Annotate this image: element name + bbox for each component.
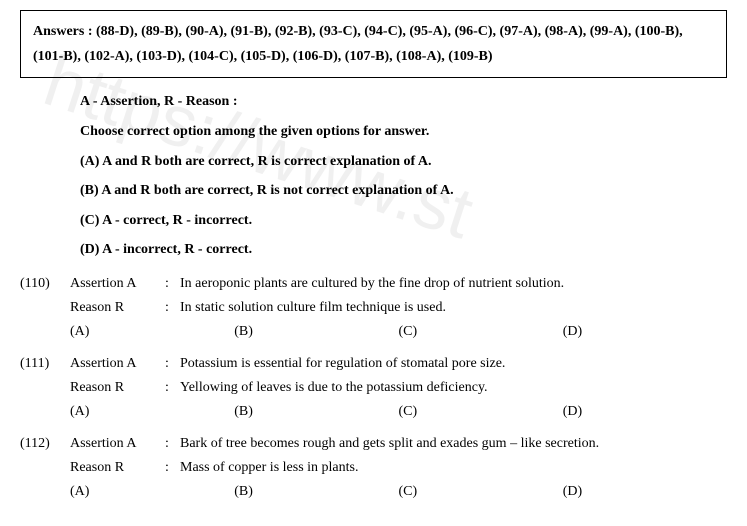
question-112: (112) Assertion A : Bark of tree becomes…: [20, 436, 727, 500]
colon: :: [165, 300, 180, 316]
assertion-label: Assertion A: [70, 436, 165, 452]
instruction-heading: A - Assertion, R - Reason :: [80, 92, 727, 112]
option-c[interactable]: (C): [399, 484, 563, 500]
colon: :: [165, 356, 180, 372]
option-b[interactable]: (B): [234, 484, 398, 500]
reason-label: Reason R: [70, 380, 165, 396]
question-111: (111) Assertion A : Potassium is essenti…: [20, 356, 727, 420]
question-number: (112): [20, 436, 70, 500]
colon: :: [165, 380, 180, 396]
options-row: (A) (B) (C) (D): [70, 484, 727, 500]
assertion-row: Assertion A : Potassium is essential for…: [70, 356, 727, 372]
options-row: (A) (B) (C) (D): [70, 324, 727, 340]
instructions-block: A - Assertion, R - Reason : Choose corre…: [80, 92, 727, 260]
option-d[interactable]: (D): [563, 324, 727, 340]
page-content: Answers : (88-D), (89-B), (90-A), (91-B)…: [20, 10, 727, 500]
reason-text: Mass of copper is less in plants.: [180, 460, 727, 476]
assertion-text: In aeroponic plants are cultured by the …: [180, 276, 727, 292]
reason-label: Reason R: [70, 300, 165, 316]
question-110: (110) Assertion A : In aeroponic plants …: [20, 276, 727, 340]
reason-row: Reason R : In static solution culture fi…: [70, 300, 727, 316]
option-a[interactable]: (A): [70, 484, 234, 500]
assertion-text: Potassium is essential for regulation of…: [180, 356, 727, 372]
reason-text: In static solution culture film techniqu…: [180, 300, 727, 316]
reason-row: Reason R : Yellowing of leaves is due to…: [70, 380, 727, 396]
assertion-text: Bark of tree becomes rough and gets spli…: [180, 436, 727, 452]
option-b[interactable]: (B): [234, 324, 398, 340]
question-body: Assertion A : Bark of tree becomes rough…: [70, 436, 727, 500]
option-a[interactable]: (A): [70, 324, 234, 340]
options-row: (A) (B) (C) (D): [70, 404, 727, 420]
instruction-option-a: (A) A and R both are correct, R is corre…: [80, 152, 727, 172]
instruction-option-d: (D) A - incorrect, R - correct.: [80, 240, 727, 260]
option-b[interactable]: (B): [234, 404, 398, 420]
option-c[interactable]: (C): [399, 324, 563, 340]
option-d[interactable]: (D): [563, 484, 727, 500]
assertion-row: Assertion A : Bark of tree becomes rough…: [70, 436, 727, 452]
assertion-row: Assertion A : In aeroponic plants are cu…: [70, 276, 727, 292]
colon: :: [165, 276, 180, 292]
instruction-option-b: (B) A and R both are correct, R is not c…: [80, 181, 727, 201]
answers-box: Answers : (88-D), (89-B), (90-A), (91-B)…: [20, 10, 727, 78]
option-c[interactable]: (C): [399, 404, 563, 420]
assertion-label: Assertion A: [70, 356, 165, 372]
assertion-label: Assertion A: [70, 276, 165, 292]
reason-label: Reason R: [70, 460, 165, 476]
question-number: (111): [20, 356, 70, 420]
question-number: (110): [20, 276, 70, 340]
instruction-subheading: Choose correct option among the given op…: [80, 122, 727, 142]
reason-row: Reason R : Mass of copper is less in pla…: [70, 460, 727, 476]
colon: :: [165, 460, 180, 476]
question-body: Assertion A : In aeroponic plants are cu…: [70, 276, 727, 340]
option-a[interactable]: (A): [70, 404, 234, 420]
option-d[interactable]: (D): [563, 404, 727, 420]
question-body: Assertion A : Potassium is essential for…: [70, 356, 727, 420]
instruction-option-c: (C) A - correct, R - incorrect.: [80, 211, 727, 231]
answers-text: Answers : (88-D), (89-B), (90-A), (91-B)…: [33, 24, 683, 64]
reason-text: Yellowing of leaves is due to the potass…: [180, 380, 727, 396]
colon: :: [165, 436, 180, 452]
